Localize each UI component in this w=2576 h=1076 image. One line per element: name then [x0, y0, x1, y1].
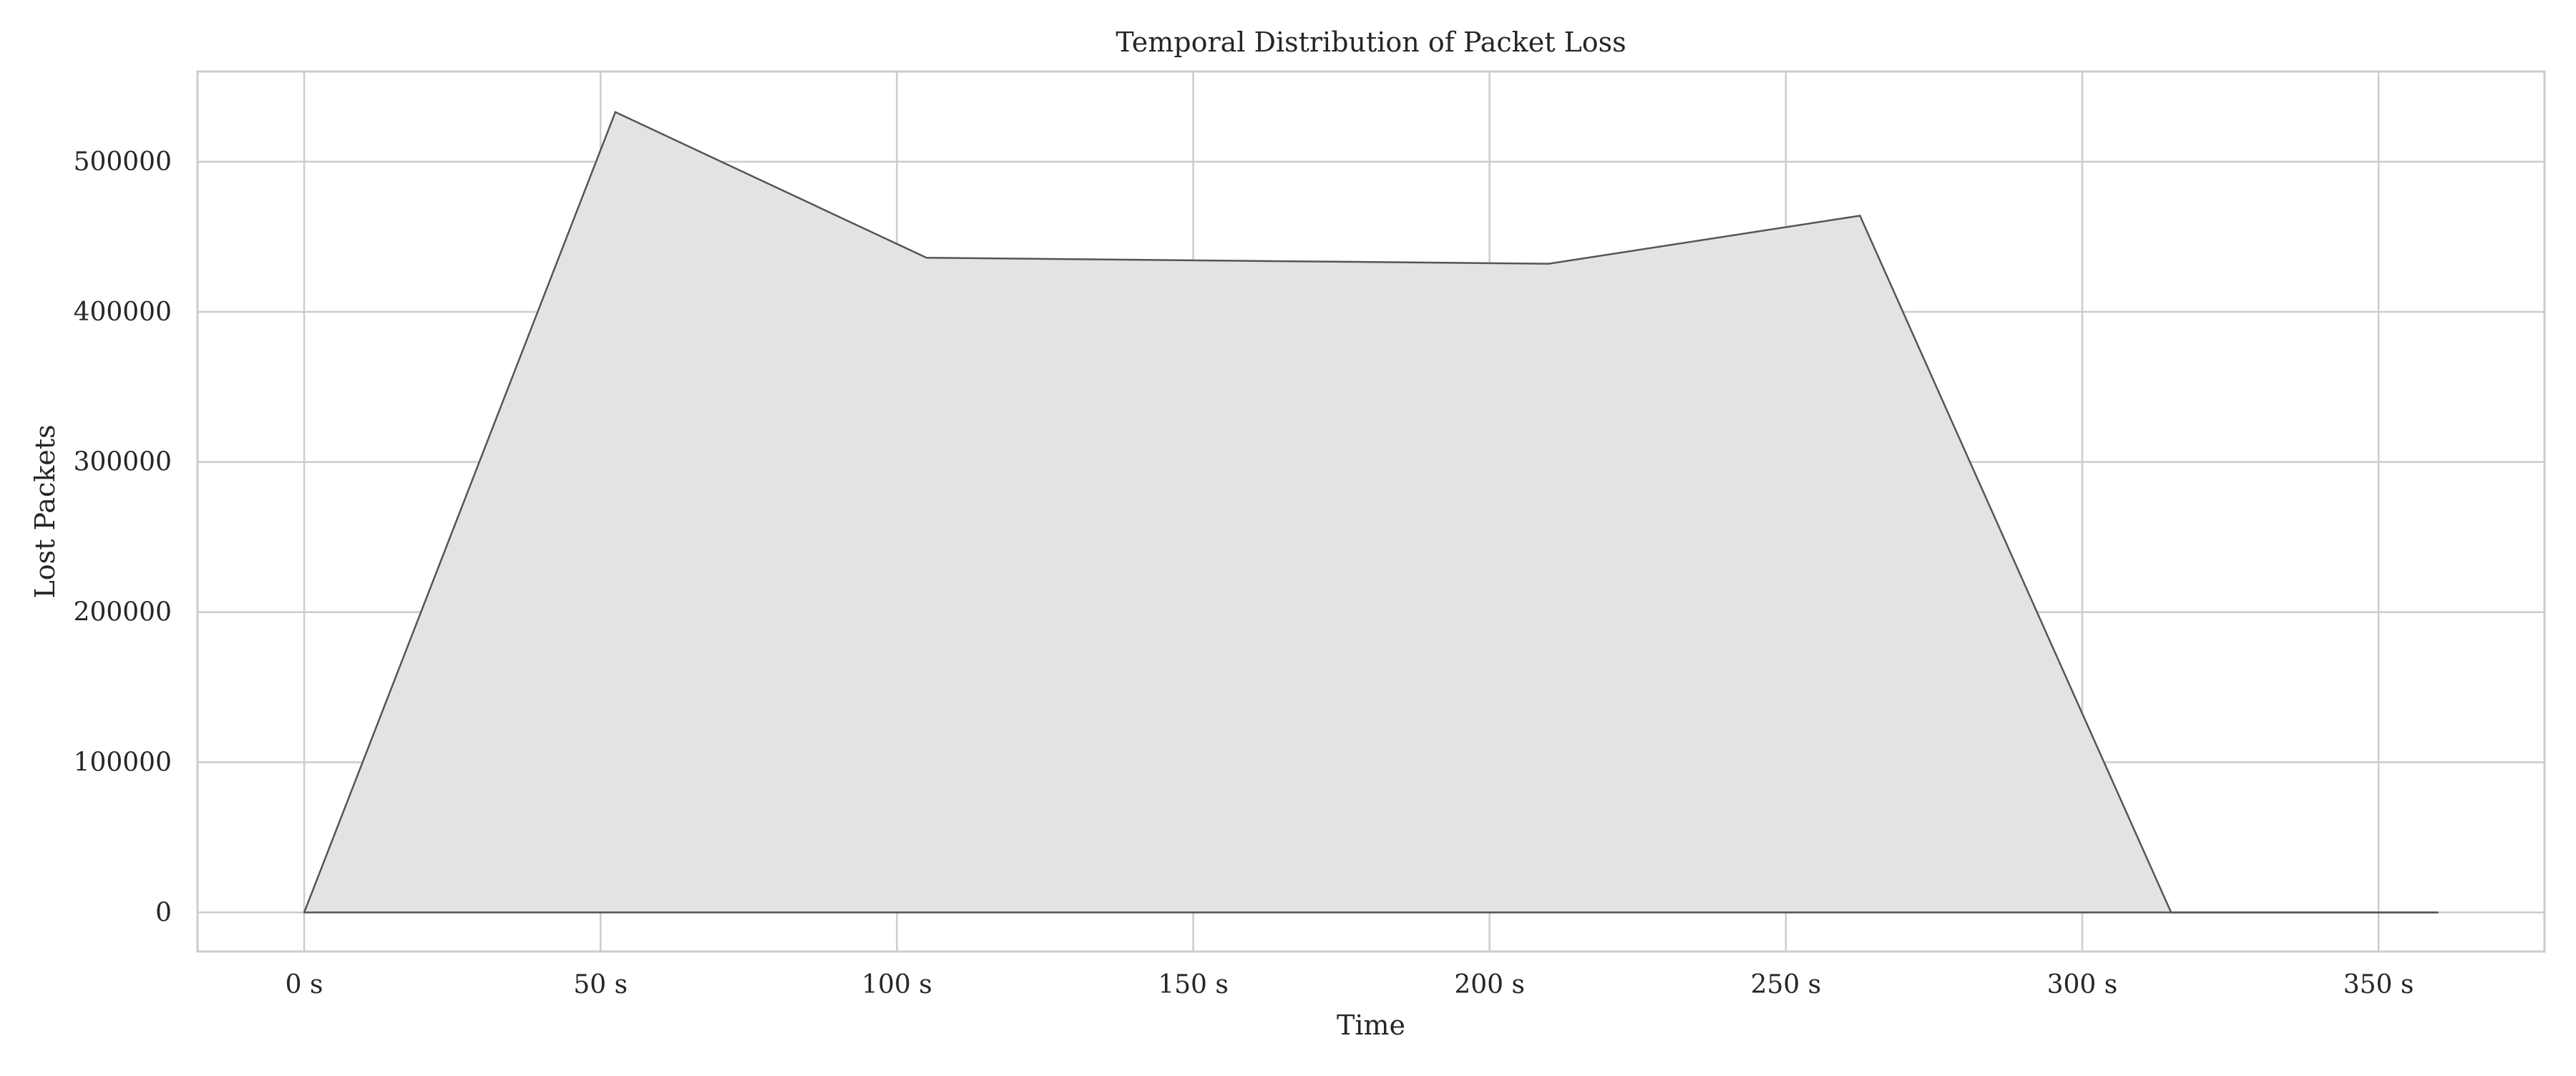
area-layer	[303, 110, 2439, 914]
y-tick-label: 500000	[74, 147, 172, 177]
y-axis-label: Lost Packets	[29, 424, 61, 598]
x-tick-label: 0 s	[286, 970, 323, 999]
data-point	[303, 911, 306, 914]
y-tick-label: 0	[155, 898, 172, 927]
x-tick-label: 200 s	[1454, 970, 1525, 999]
area-series-line	[303, 110, 2438, 914]
data-point	[614, 111, 617, 113]
data-point	[2436, 911, 2439, 914]
x-tick-labels: 0 s 50 s 100 s 150 s 200 s 250 s 300 s 350 s	[286, 970, 2414, 999]
x-tick-label: 300 s	[2047, 970, 2118, 999]
x-tick-label: 150 s	[1158, 970, 1229, 999]
x-axis-label: Time	[1337, 1009, 1405, 1041]
data-point	[1236, 260, 1239, 262]
data-point	[925, 257, 927, 259]
y-tick-label: 200000	[74, 598, 172, 627]
chart-title: Temporal Distribution of Packet Loss	[1116, 26, 1626, 58]
y-tick-label: 100000	[74, 748, 172, 778]
plot-frame	[196, 70, 2546, 953]
data-point	[2170, 911, 2172, 914]
x-tick-label: 250 s	[1750, 970, 1821, 999]
data-point	[1859, 215, 1861, 217]
x-tick-label: 100 s	[862, 970, 932, 999]
y-tick-labels: 0 100000 200000 300000 400000 500000	[74, 147, 172, 927]
y-tick-label: 300000	[74, 448, 172, 477]
x-tick-label: 50 s	[573, 970, 628, 999]
area-fill	[304, 112, 2438, 913]
y-tick-label: 400000	[74, 298, 172, 327]
data-point	[1548, 263, 1550, 265]
x-tick-label: 350 s	[2343, 970, 2414, 999]
